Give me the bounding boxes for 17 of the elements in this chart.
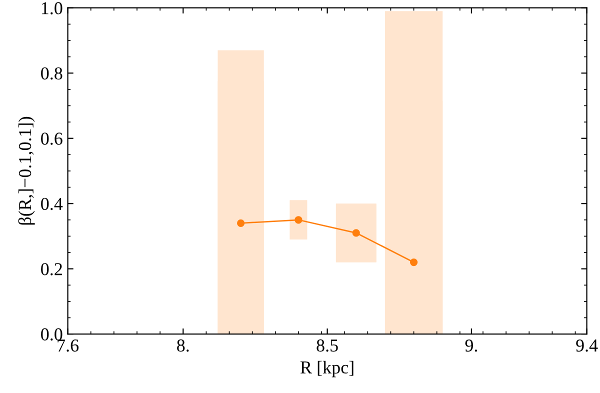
x-tick-label: 7.6 <box>58 339 79 352</box>
x-tick-label: 9. <box>465 339 478 352</box>
y-tick-label: 0.8 <box>41 67 62 80</box>
x-axis-title: R [kpc] <box>300 360 354 378</box>
y-tick-label: 0.4 <box>41 198 63 210</box>
x-tick-label: 8. <box>177 339 189 352</box>
x-tick-label: 9.4 <box>576 339 598 352</box>
point <box>410 258 418 266</box>
point <box>294 216 302 224</box>
y-tick-label: 1.0 <box>42 2 62 14</box>
y-axis-title: β(R,]−0.1,0.1]) <box>18 116 35 225</box>
point <box>352 229 360 237</box>
point <box>236 219 245 227</box>
y-tick-label: 0.6 <box>41 132 62 145</box>
x-tick-label: 8.5 <box>316 339 338 352</box>
y-tick-label: 0.0 <box>41 328 62 341</box>
y-tick-label: 0.2 <box>41 263 62 276</box>
